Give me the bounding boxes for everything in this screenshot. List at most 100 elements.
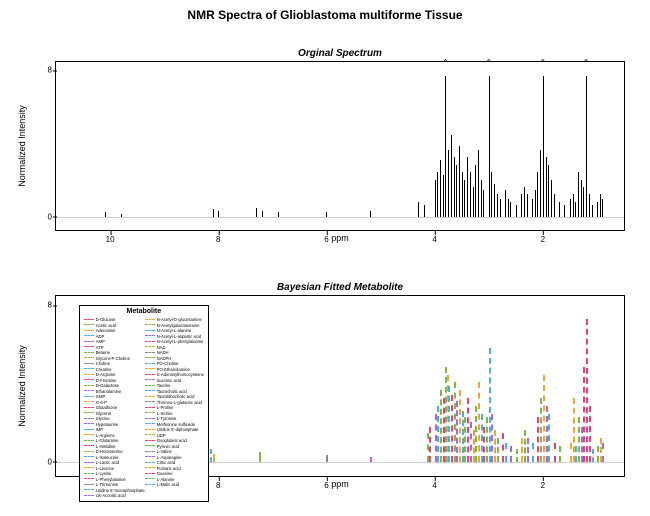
legend-swatch <box>145 341 155 343</box>
legend-swatch <box>145 467 155 469</box>
panel1-xlabel: ppm <box>55 233 625 243</box>
spectrum-peak <box>527 194 528 216</box>
legend-swatch <box>84 440 94 442</box>
xtick: 2 <box>541 235 545 244</box>
legend-swatch <box>84 423 94 425</box>
legend-swatch <box>84 363 94 365</box>
legend-swatch <box>84 401 94 403</box>
spectrum-peak <box>478 150 479 217</box>
spectrum-peak <box>600 194 601 216</box>
spectrum-peak <box>524 187 525 217</box>
spectrum-peak <box>481 180 482 217</box>
legend-swatch <box>145 418 155 420</box>
legend-swatch <box>84 390 94 392</box>
spectrum-peak <box>218 211 219 217</box>
panel1-ylabel: Normalized Intensity <box>17 105 27 187</box>
spectrum-peak <box>278 212 279 216</box>
ytick: 8 <box>38 66 52 75</box>
panel-bayesian-fitted: Bayesian Fitted Metabolite Normalized In… <box>55 282 625 489</box>
xtick: 6 <box>324 481 328 490</box>
spectrum-peak <box>464 180 465 217</box>
legend-swatch <box>84 489 94 491</box>
spectrum-peak <box>491 172 492 216</box>
xtick: 6 <box>324 235 328 244</box>
legend-swatch <box>84 352 94 354</box>
spectrum-peak <box>473 187 474 217</box>
spectrum-peak <box>489 76 490 216</box>
xtick: 8 <box>216 235 220 244</box>
overflow-mark-icon: ⌃ <box>485 58 492 67</box>
panel1-plot: Normalized Intensity 08108642⌃⌃⌃⌃ <box>55 61 625 231</box>
legend-swatch <box>84 385 94 387</box>
spectrum-peak <box>418 202 419 217</box>
spectrum-peak <box>213 454 217 462</box>
spectrum-peak <box>521 194 522 216</box>
legend-swatch <box>145 401 155 403</box>
spectrum-peak <box>370 457 374 462</box>
legend-swatch <box>84 412 94 414</box>
legend-swatch <box>145 335 155 337</box>
legend-swatch <box>145 484 155 486</box>
legend-item: cis-Aconitic acid <box>84 493 145 499</box>
spectrum-peak <box>475 165 476 217</box>
legend-swatch <box>145 385 155 387</box>
panel2-plot: Normalized Intensity 08108642MetaboliteD… <box>55 295 625 477</box>
spectrum-peak <box>573 194 574 216</box>
legend-swatch <box>84 396 94 398</box>
legend-swatch <box>145 412 155 414</box>
legend-label: L-Malic acid <box>157 482 179 488</box>
main-title: NMR Spectra of Glioblastoma multiforme T… <box>0 8 650 22</box>
spectrum-peak <box>500 199 501 217</box>
legend-swatch <box>84 346 94 348</box>
spectrum-peak <box>583 187 584 217</box>
spectrum-peak <box>467 157 468 216</box>
spectrum-peak <box>548 414 552 462</box>
spectrum-peak <box>497 194 498 216</box>
panel-original-spectrum: Orginal Spectrum Normalized Intensity 08… <box>55 48 625 243</box>
spectrum-peak <box>586 76 587 216</box>
spectrum-peak <box>435 180 436 217</box>
overflow-mark-icon: ⌃ <box>583 58 590 67</box>
legend-title: Metabolite <box>84 308 204 315</box>
legend-swatch <box>145 368 155 370</box>
nmr-figure: NMR Spectra of Glioblastoma multiforme T… <box>0 0 650 516</box>
spectrum-peak <box>516 205 517 217</box>
legend-swatch <box>84 456 94 458</box>
spectrum-peak <box>508 199 509 217</box>
legend-label: cis-Aconitic acid <box>96 493 126 499</box>
legend-swatch <box>84 357 94 359</box>
spectrum-peak <box>537 172 538 216</box>
legend-swatch <box>145 451 155 453</box>
spectrum-peak <box>575 202 576 217</box>
spectrum-peak <box>554 194 555 216</box>
spectrum-peak <box>494 184 495 217</box>
spectrum-peak <box>535 190 536 217</box>
panel2-ylabel: Normalized Intensity <box>17 345 27 427</box>
spectrum-peak <box>105 212 106 216</box>
spectrum-peak <box>592 449 596 462</box>
spectrum-peak <box>505 443 509 462</box>
legend-swatch <box>84 330 94 332</box>
spectrum-peak <box>437 172 438 216</box>
overflow-mark-icon: ⌃ <box>442 58 449 67</box>
legend-swatch <box>145 440 155 442</box>
xtick: 8 <box>216 481 220 490</box>
spectrum-peak <box>424 205 425 217</box>
legend-swatch <box>145 379 155 381</box>
spectrum-peak <box>564 205 565 217</box>
xtick: 4 <box>432 481 436 490</box>
spectrum-peak <box>532 199 533 217</box>
spectrum-peak <box>470 172 471 216</box>
spectrum-peak <box>554 443 558 462</box>
spectrum-peak <box>448 150 449 217</box>
legend-swatch <box>145 363 155 365</box>
legend-swatch <box>145 396 155 398</box>
legend-swatch <box>145 456 155 458</box>
spectrum-peak <box>510 446 514 462</box>
legend-swatch <box>145 445 155 447</box>
legend-swatch <box>145 473 155 475</box>
legend-swatch <box>84 473 94 475</box>
spectrum-peak <box>326 455 330 461</box>
spectrum-peak <box>326 212 327 216</box>
ytick: 0 <box>38 212 52 221</box>
